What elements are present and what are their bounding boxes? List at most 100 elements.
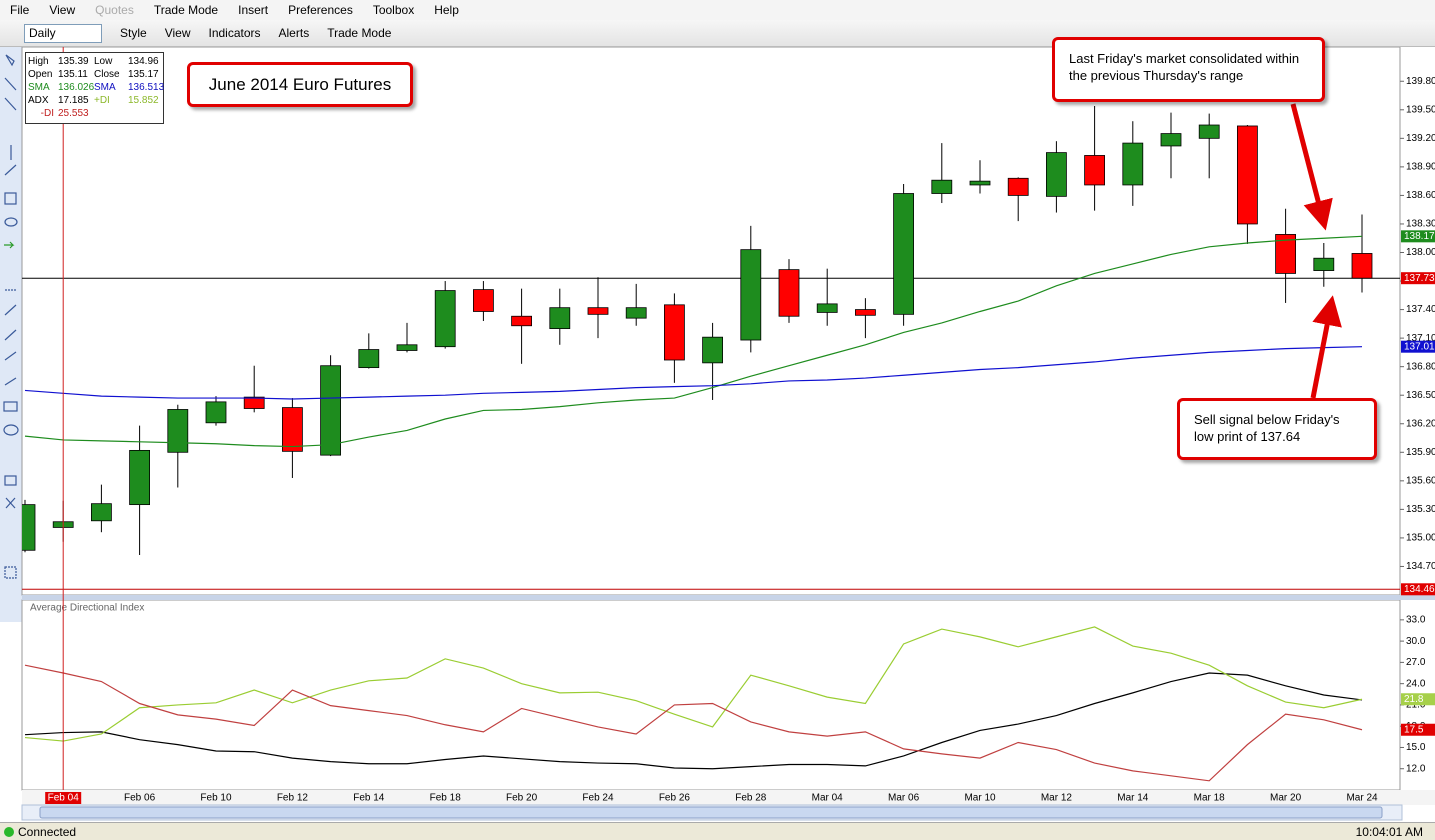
candle-body (1084, 155, 1105, 186)
x-tick-label: Mar 24 (1346, 793, 1378, 804)
toolbar-button[interactable]: Trade Mode (327, 26, 392, 40)
clock: 10:04:01 AM (1355, 824, 1423, 839)
menu-item[interactable]: Help (434, 3, 459, 17)
toolbar-button[interactable]: Indicators (208, 26, 261, 40)
date-highlight (45, 792, 82, 804)
y-tick-label: 135.60 (1406, 475, 1435, 486)
candle-body (167, 409, 189, 453)
y-tick-label: 15.0 (1406, 742, 1426, 753)
pane-splitter (22, 595, 1435, 600)
candle-body (664, 304, 685, 361)
y-tick-label: 136.20 (1406, 418, 1435, 429)
connection: Connected (4, 825, 76, 839)
info-box: High 135.39 Low 134.96 Open 135.11 Close 135.17… (25, 52, 164, 124)
y-tick-label: 138.90 (1406, 162, 1435, 173)
info-label: ADX (28, 95, 49, 106)
indicator-line (24, 672, 1363, 770)
sma-line (24, 235, 1363, 448)
info-label: SMA (28, 82, 50, 93)
interval-select[interactable]: Daily (24, 23, 102, 43)
candle-body (1275, 234, 1296, 274)
candle-body (816, 303, 838, 313)
y-tick-label: 137.10 (1406, 333, 1435, 344)
x-tick-label: Feb 26 (659, 793, 691, 804)
y-tick-label: 135.90 (1406, 447, 1435, 458)
menu-item[interactable]: Toolbox (372, 3, 415, 17)
x-tick-label: Feb 10 (200, 793, 232, 804)
candle-body (587, 307, 609, 315)
value-badge (1401, 272, 1435, 285)
candle-body (511, 315, 533, 327)
x-tick-label: Feb 14 (353, 793, 385, 804)
plot (22, 105, 1400, 590)
info-value: 17.185 (58, 95, 89, 106)
value-label: 137.01 (1404, 341, 1435, 352)
menu-item[interactable]: File (10, 3, 30, 17)
indicator-line (24, 626, 1363, 742)
toolbar-button[interactable]: Style (120, 26, 147, 40)
arrow (1290, 103, 1333, 231)
menu-bar: File View Quotes Trade Mode Insert Preference… (0, 0, 1435, 20)
toolbar-button[interactable]: Alerts (278, 26, 310, 40)
info-value: 136.026 (58, 82, 95, 93)
menu-item[interactable]: Preferences (288, 3, 353, 17)
y-tick-label: 136.50 (1406, 390, 1435, 401)
y-tick-label: 139.20 (1406, 133, 1435, 144)
side-tools (3, 54, 19, 579)
candle-body (434, 290, 456, 348)
menu-item[interactable]: View (49, 3, 76, 17)
candle-body (778, 269, 800, 317)
x-tick-label: Mar 04 (812, 793, 844, 804)
candle-body (1007, 177, 1029, 196)
candle-body (931, 179, 953, 194)
date-axis (22, 790, 1435, 805)
callout: Last Friday's market consolidated within… (1052, 37, 1325, 102)
menu-item[interactable]: Trade Mode (153, 3, 219, 17)
y-tick-label: 136.80 (1406, 361, 1435, 372)
value-badge (1401, 693, 1435, 706)
toolbar-button[interactable]: View (164, 26, 191, 40)
candle-body (243, 396, 265, 409)
candle-body (1237, 125, 1258, 225)
candle-body (1122, 142, 1144, 186)
indicator-line (24, 664, 1363, 782)
connection-text: Connected (18, 824, 77, 839)
scroll-thumb[interactable] (39, 806, 1383, 819)
value-label: 134.46 (1404, 584, 1435, 595)
info-value: 136.513 (128, 82, 165, 93)
y-tick-label: 135.30 (1406, 504, 1435, 515)
candle-body (969, 180, 991, 186)
candle-body (320, 365, 342, 456)
arrow (1310, 295, 1342, 399)
y-tick-label: 138.30 (1406, 219, 1435, 230)
x-tick-label: Feb 18 (430, 793, 462, 804)
info-value: 134.96 (128, 56, 159, 67)
info-label: High (28, 56, 49, 67)
value-badge (1401, 723, 1435, 736)
candle-body (702, 336, 723, 364)
info-label: -DI (40, 108, 54, 119)
candle-body (893, 193, 914, 315)
info-value: 15.852 (128, 95, 159, 106)
value-badge (1401, 583, 1435, 596)
y-tick-label: 33.0 (1406, 614, 1426, 625)
value-label: 21.8 (1404, 694, 1424, 705)
x-tick-label: Feb 20 (506, 793, 538, 804)
menu-item[interactable]: Quotes (95, 3, 134, 17)
x-tick-label: Feb 06 (124, 793, 156, 804)
x-tick-label: Feb 04 (48, 793, 80, 804)
value-label: 17.5 (1404, 724, 1424, 735)
x-tick-label: Feb 12 (277, 793, 309, 804)
info-value: 25.553 (58, 108, 89, 119)
callout: Sell signal below Friday's low print of … (1177, 398, 1377, 460)
candle-body (91, 503, 112, 522)
x-tick-label: Mar 06 (888, 793, 920, 804)
y-tick-label: 12.0 (1406, 763, 1426, 774)
value-label: 138.17 (1404, 231, 1435, 242)
y-tick-label: 135.00 (1406, 533, 1435, 544)
menu-item[interactable]: Insert (238, 3, 269, 17)
plot (24, 626, 1363, 782)
x-tick-label: Mar 18 (1194, 793, 1226, 804)
y-tick-label: 27.0 (1406, 657, 1426, 668)
